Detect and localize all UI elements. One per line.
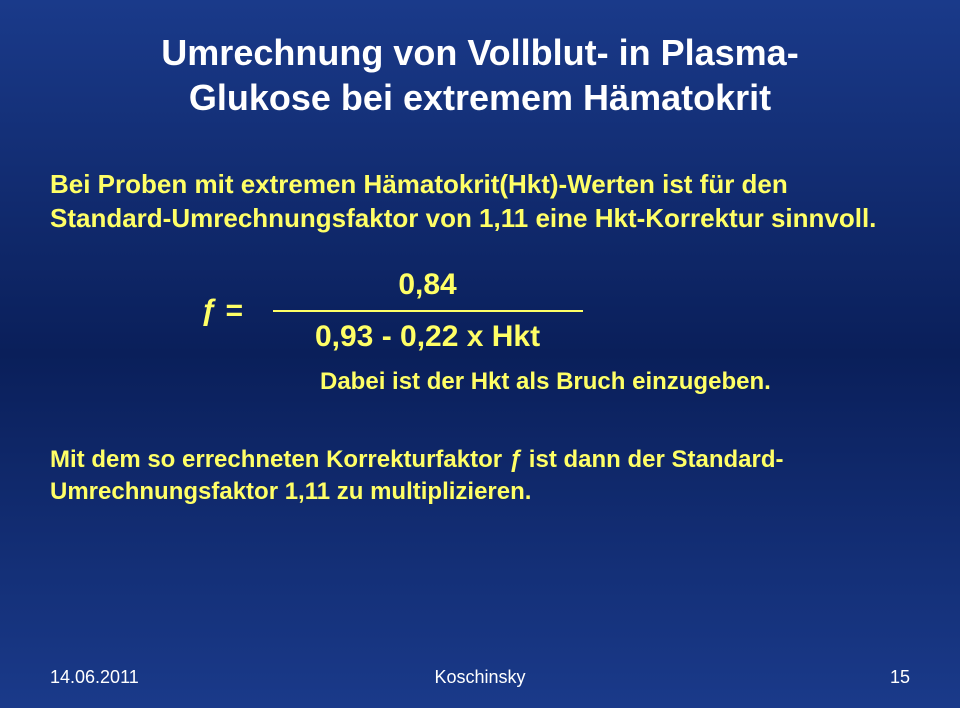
formula-fraction: 0,84 0,93 - 0,22 x Hkt — [273, 268, 583, 354]
slide-title: Umrechnung von Vollblut- in Plasma- Gluk… — [50, 30, 910, 120]
body-paragraph: Bei Proben mit extremen Hämatokrit(Hkt)-… — [50, 168, 910, 236]
conclusion: Mit dem so errechneten Korrekturfaktor ƒ… — [50, 444, 910, 509]
fraction-line — [273, 310, 583, 312]
formula-lhs: ƒ = — [200, 294, 243, 328]
footer: 14.06.2011 Koschinsky 15 — [50, 667, 910, 688]
title-line-1: Umrechnung von Vollblut- in Plasma- — [161, 32, 798, 73]
formula-numerator: 0,84 — [398, 268, 456, 302]
formula-note: Dabei ist der Hkt als Bruch einzugeben. — [320, 368, 910, 396]
formula-denominator: 0,93 - 0,22 x Hkt — [315, 320, 540, 354]
title-line-2: Glukose bei extremem Hämatokrit — [189, 77, 771, 118]
conclusion-f: ƒ — [509, 446, 522, 473]
footer-page: 15 — [890, 667, 910, 688]
slide: Umrechnung von Vollblut- in Plasma- Gluk… — [0, 0, 960, 708]
footer-author: Koschinsky — [434, 667, 525, 688]
conclusion-pre: Mit dem so errechneten Korrekturfaktor — [50, 446, 509, 473]
footer-date: 14.06.2011 — [50, 667, 139, 688]
formula: ƒ = 0,84 0,93 - 0,22 x Hkt — [200, 268, 910, 354]
